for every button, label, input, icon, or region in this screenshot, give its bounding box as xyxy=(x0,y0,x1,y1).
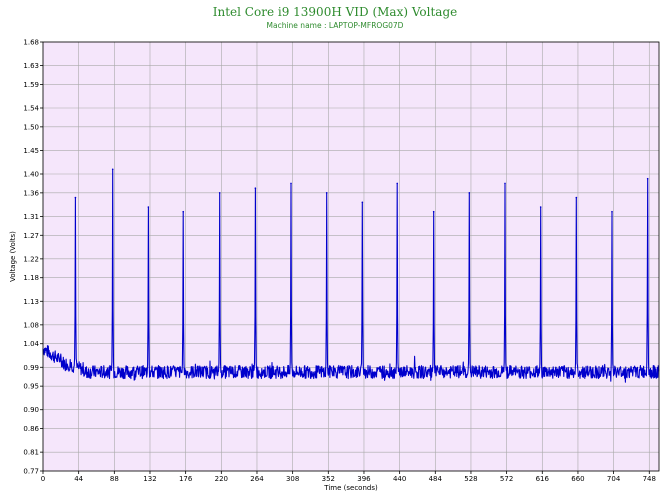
y-tick-label: 1.40 xyxy=(23,171,39,179)
voltage-spike-point xyxy=(74,196,77,199)
x-tick-label: 220 xyxy=(215,475,228,483)
voltage-spike-point xyxy=(432,210,435,213)
y-tick-label: 1.08 xyxy=(23,321,39,329)
x-tick-label: 748 xyxy=(643,475,656,483)
y-tick-label: 0.77 xyxy=(23,468,39,476)
x-tick-label: 704 xyxy=(607,475,621,483)
voltage-series xyxy=(42,168,660,383)
y-tick-label: 1.27 xyxy=(23,232,39,240)
y-axis-label: Voltage (Volts) xyxy=(9,231,17,282)
x-tick-label: 88 xyxy=(110,475,119,483)
plot-background xyxy=(43,42,659,471)
voltage-spike-point xyxy=(290,182,292,185)
y-tick-label: 1.68 xyxy=(23,39,39,47)
plot-area xyxy=(43,42,659,471)
y-tick-label: 1.36 xyxy=(23,189,39,197)
x-tick-label: 0 xyxy=(41,475,45,483)
plot-border xyxy=(42,41,660,472)
y-tick-label: 1.31 xyxy=(23,213,39,221)
y-tick-label: 1.63 xyxy=(23,62,39,70)
x-tick-label: 352 xyxy=(322,475,335,483)
y-tick-label: 1.13 xyxy=(23,298,39,306)
x-tick-label: 308 xyxy=(286,475,299,483)
y-tick-label: 0.99 xyxy=(23,364,39,372)
y-tick-label: 1.22 xyxy=(23,255,39,263)
x-axis-label: Time (seconds) xyxy=(323,484,378,492)
y-tick-label: 0.86 xyxy=(23,425,39,433)
voltage-spike-point xyxy=(396,182,399,185)
x-tick-label: 176 xyxy=(179,475,193,483)
x-tick-label: 616 xyxy=(536,475,550,483)
voltage-spike-point xyxy=(468,192,471,194)
y-tick-label: 1.18 xyxy=(23,274,39,282)
voltage-spike-point xyxy=(325,192,328,194)
voltage-line xyxy=(42,168,660,383)
y-tick-label: 1.50 xyxy=(23,123,39,131)
x-tick-label: 44 xyxy=(74,475,83,483)
voltage-spike-point xyxy=(218,192,221,194)
x-tick-label: 264 xyxy=(250,475,264,483)
axes: 1.68 1.63 1.59 1.54 1.50 1.45 1.40 1.36 1.31 1.27… xyxy=(23,39,660,483)
y-tick-label: 0.90 xyxy=(23,406,39,414)
x-tick-label: 132 xyxy=(143,475,156,483)
x-tick-label: 396 xyxy=(357,475,371,483)
voltage-spike-point xyxy=(646,177,649,180)
y-tick-label: 1.04 xyxy=(23,340,39,348)
y-tick-label: 1.59 xyxy=(23,81,39,89)
voltage-spike-point xyxy=(504,182,506,185)
y-tick-label: 1.54 xyxy=(23,105,39,113)
x-tick-label: 528 xyxy=(464,475,477,483)
y-tick-label: 0.95 xyxy=(23,383,39,391)
voltage-spike-point xyxy=(254,187,257,189)
chart-title: Intel Core i9 13900H VID (Max) Voltage xyxy=(212,5,458,19)
x-tick-label: 660 xyxy=(571,475,584,483)
voltage-spike-point xyxy=(182,210,185,213)
y-tick-label: 1.45 xyxy=(23,147,39,155)
x-tick-label: 484 xyxy=(429,475,443,483)
y-tick-label: 0.81 xyxy=(23,449,39,457)
x-tick-label: 572 xyxy=(500,475,513,483)
chart-subtitle: Machine name : LAPTOP-MFROG07D xyxy=(266,21,404,30)
voltage-spike-point xyxy=(111,168,114,171)
voltage-spike-point xyxy=(539,206,542,208)
voltage-spike-point xyxy=(611,210,613,213)
x-tick-label: 440 xyxy=(393,475,406,483)
voltage-spike-point xyxy=(361,201,364,204)
voltage-spike-point xyxy=(575,196,578,199)
voltage-spike-point xyxy=(147,206,150,208)
